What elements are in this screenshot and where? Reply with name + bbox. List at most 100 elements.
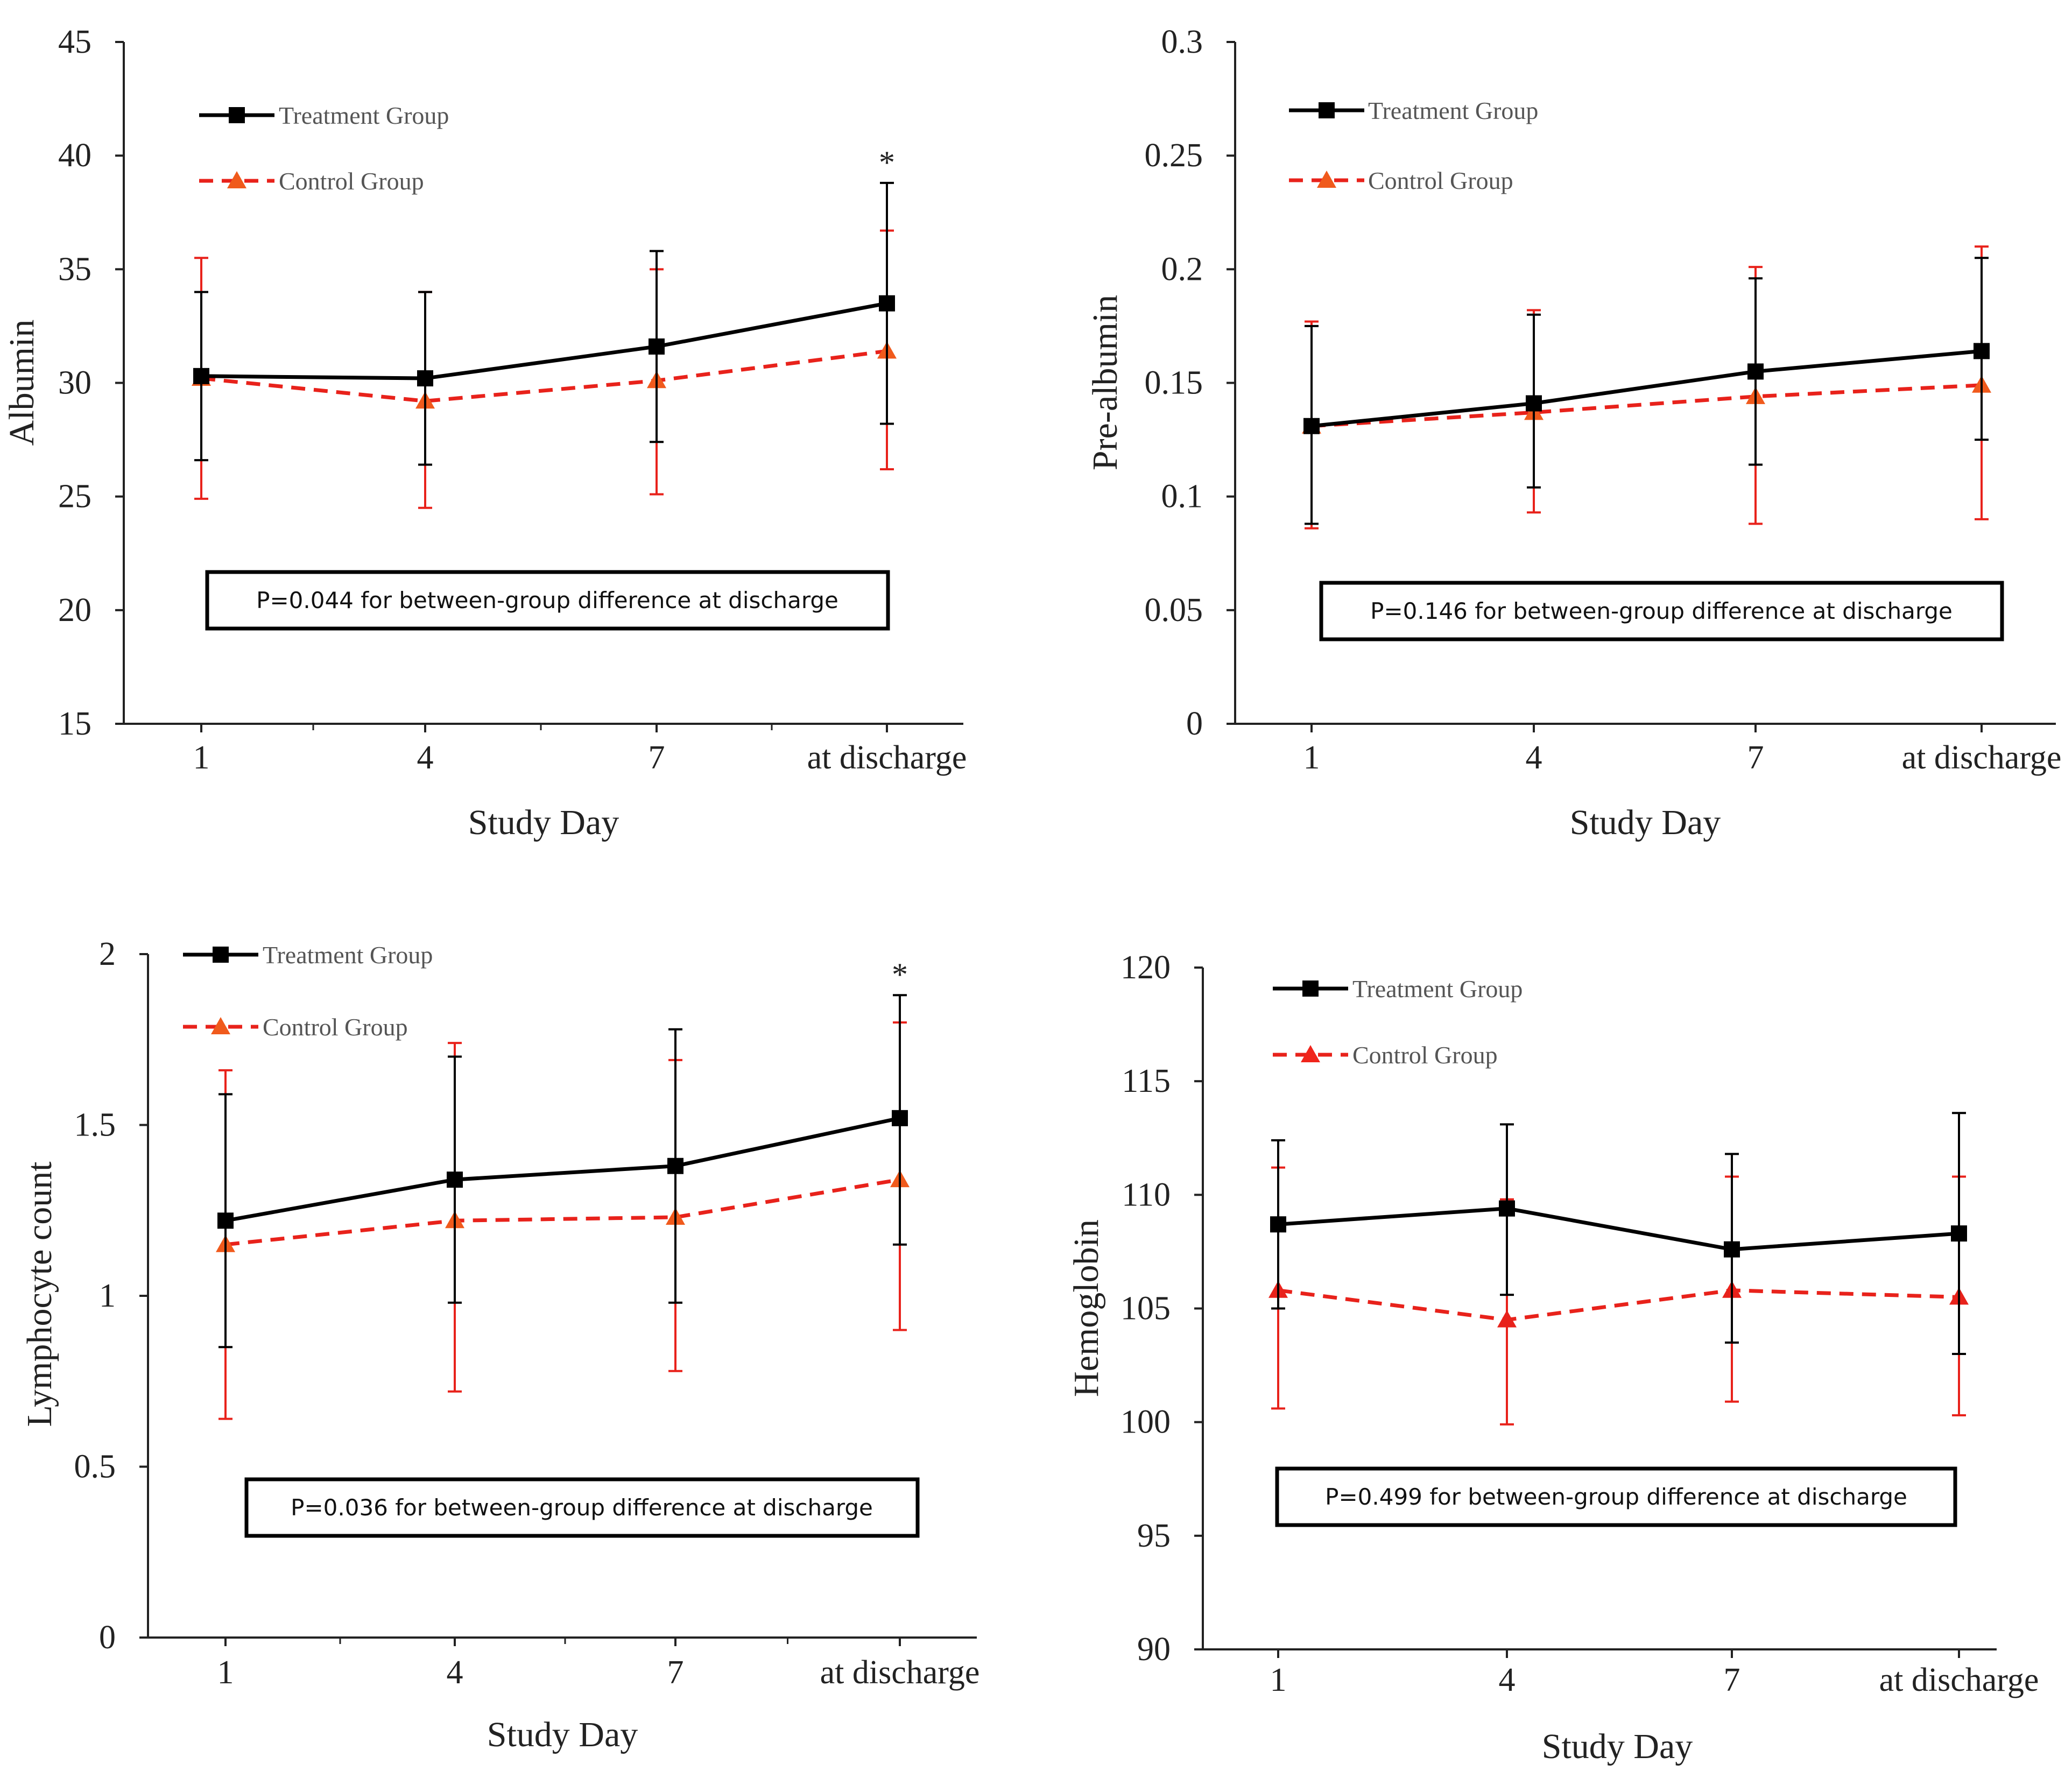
significance-star: * [892,957,908,992]
legend-control-label: Control Group [263,1013,408,1041]
data-series [216,994,910,1420]
series-treatment-line [201,301,887,380]
legend-control-label: Control Group [1368,167,1513,194]
legend-control-marker [227,171,246,188]
y-tick-label: 45 [58,24,91,60]
p-value-text: P=0.036 for between-group difference at … [291,1494,873,1521]
x-tick-label: at discharge [1879,1662,2039,1698]
series-treatment-line [225,1116,900,1223]
y-tick-label: 25 [58,478,91,515]
legend-treatment-label: Treatment Group [1352,975,1523,1003]
y-tick-label: 15 [58,705,91,742]
series-treatment-group [193,181,895,466]
panel-albumin: 15 20 25 30 35 40 45 1 4 7 at discharge Albumin S… [2,24,967,842]
y-tick-label: 0.1 [1161,478,1203,515]
y-tick-label: 0.3 [1161,24,1203,60]
y-tick-label: 105 [1120,1290,1171,1327]
y-tick-label: 115 [1122,1063,1171,1099]
x-tick-label: 7 [649,739,665,776]
y-tick-label: 0.25 [1145,137,1203,174]
x-tick-label: 7 [667,1654,684,1691]
p-value-text: P=0.499 for between-group difference at … [1325,1484,1907,1510]
y-tick-label: 1.5 [74,1107,116,1144]
p-value-text: P=0.146 for between-group difference at … [1370,598,1953,624]
x-tick-label: at discharge [1902,739,2062,776]
legend-control-marker [211,1017,230,1034]
x-axis-title: Study Day [487,1715,638,1754]
legend-treatment-label: Treatment Group [263,941,433,969]
data-series [192,181,897,509]
x-tick-label: 4 [1499,1662,1516,1698]
series-control-line [1278,1288,1960,1322]
y-ticks: 15 20 25 30 35 40 45 [58,24,124,742]
legend-control-marker [1301,1045,1320,1062]
x-tick-label: 4 [447,1654,463,1691]
y-axis-title: Lymphocyte count [20,1161,59,1427]
data-point-treatment [1951,1225,1967,1242]
series-control-group [192,229,897,509]
y-ticks: 0 0.5 1 1.5 2 [74,936,148,1656]
y-tick-label: 1 [99,1278,116,1314]
p-value-text: P=0.044 for between-group difference at … [256,587,838,613]
x-ticks: 1 4 7 at discharge [193,724,967,776]
series-control-line [225,1177,900,1247]
y-tick-label: 35 [58,251,91,287]
legend: Treatment Group Control Group [1289,97,1538,194]
y-axis-title: Albumin [2,320,41,446]
y-tick-label: 0.05 [1145,592,1203,629]
data-point-control [1497,1310,1517,1328]
legend-treatment-label: Treatment Group [1368,97,1538,124]
p-value-box: P=0.146 for between-group difference at … [1319,581,2004,641]
data-point-treatment [667,1158,683,1174]
y-axis-title: Pre-albumin [1086,295,1125,470]
y-tick-label: 20 [58,592,91,629]
x-tick-label: 1 [193,739,210,776]
legend-treatment-marker [213,947,229,963]
series-treatment-group [1270,1112,1967,1355]
data-point-treatment [217,1212,234,1229]
panel-prealbumin: 0 0.05 0.1 0.15 0.2 0.25 0.3 1 4 7 at discharge P… [1086,24,2061,842]
data-point-treatment [193,368,209,384]
x-axis-title: Study Day [1570,803,1721,842]
panel-lymphocyte: 0 0.5 1 1.5 2 1 4 7 at discharge Lymphocyte cou… [20,936,979,1754]
legend-control-label: Control Group [1352,1041,1498,1069]
x-tick-label: 1 [217,1654,234,1691]
y-tick-label: 2 [99,936,116,972]
y-tick-label: 0.2 [1161,251,1203,287]
series-control-group [216,1021,910,1420]
y-axis-title: Hemoglobin [1067,1219,1106,1397]
data-point-treatment [649,338,665,355]
y-tick-label: 0.5 [74,1449,116,1485]
x-ticks: 1 4 7 at discharge [217,1638,979,1691]
legend-control-marker [1317,171,1336,188]
x-axis-title: Study Day [1542,1727,1693,1766]
y-tick-label: 0.15 [1145,365,1203,401]
series-treatment-group [217,994,908,1349]
y-tick-label: 110 [1122,1176,1171,1213]
data-point-treatment [1499,1200,1515,1217]
series-control-line [201,349,887,403]
legend: Treatment Group Control Group [199,102,449,195]
p-value-box: P=0.499 for between-group difference at … [1275,1466,1957,1527]
y-tick-label: 30 [58,365,91,401]
series-treatment-line [1278,1206,1960,1252]
y-tick-label: 120 [1120,949,1171,986]
legend: Treatment Group Control Group [1273,975,1523,1069]
data-series [1302,245,1991,530]
legend-treatment-label: Treatment Group [279,102,449,129]
data-point-treatment [1747,363,1764,380]
x-axis-title: Study Day [468,803,619,842]
legend-control-label: Control Group [279,167,424,195]
data-series [1268,1112,1969,1426]
x-tick-label: 1 [1303,739,1320,776]
data-point-treatment [1724,1241,1740,1258]
data-point-treatment [1526,395,1542,412]
p-value-box: P=0.044 for between-group difference at … [205,570,890,631]
y-tick-label: 100 [1120,1404,1171,1441]
significance-markers: * [879,145,895,180]
y-tick-label: 95 [1137,1518,1171,1554]
y-tick-label: 40 [58,137,91,174]
y-tick-label: 0 [99,1619,116,1656]
data-point-treatment [879,295,895,312]
